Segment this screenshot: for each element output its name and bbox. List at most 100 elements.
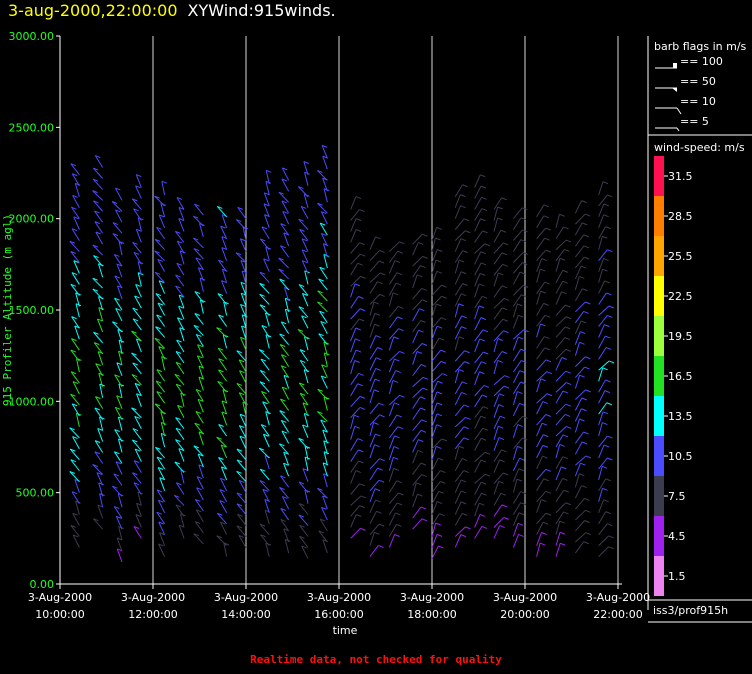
wind-barb xyxy=(574,245,585,258)
wind-barb-flag xyxy=(378,402,384,406)
wind-barb xyxy=(493,393,500,408)
wind-barb-flag xyxy=(302,260,308,264)
wind-barb-flag xyxy=(197,355,203,359)
wind-barb xyxy=(298,306,309,318)
wind-barb xyxy=(536,434,544,448)
colorbar-label: 19.5 xyxy=(668,330,693,343)
wind-barb-flag xyxy=(374,312,381,316)
wind-barb-flag xyxy=(378,544,384,548)
wind-barb-flag xyxy=(497,206,503,210)
wind-barb xyxy=(135,514,142,528)
wind-barb xyxy=(154,195,165,207)
wind-barb xyxy=(512,512,520,526)
wind-barb xyxy=(198,365,204,380)
wind-barb-flag xyxy=(542,444,548,448)
wind-barb-flag xyxy=(354,283,361,287)
wind-barb xyxy=(493,375,505,386)
wind-barb-flag xyxy=(115,307,121,311)
wind-barb-flag xyxy=(216,327,222,331)
wind-barb xyxy=(321,145,328,159)
wind-barb xyxy=(156,314,166,327)
wind-barb-flag xyxy=(520,239,527,243)
x-tick-time: 16:00:00 xyxy=(314,608,363,621)
wind-barb-flag xyxy=(193,237,199,241)
wind-barb-flag xyxy=(460,194,466,198)
wind-barb xyxy=(136,503,142,517)
wind-barb xyxy=(303,413,309,428)
wind-barb-flag xyxy=(480,415,486,419)
barb-legend-label: == 100 xyxy=(680,55,723,68)
barb-legend-flag xyxy=(673,63,677,68)
wind-barb-flag xyxy=(115,461,122,465)
wind-barb xyxy=(116,548,123,563)
wind-barb xyxy=(116,395,123,409)
wind-barb-flag xyxy=(260,238,266,242)
wind-barb xyxy=(154,271,165,283)
wind-barb xyxy=(298,514,309,526)
wind-barb xyxy=(75,358,80,373)
wind-barb xyxy=(454,501,462,515)
wind-barb-flag xyxy=(131,330,137,334)
wind-barb xyxy=(350,360,356,375)
wind-barb xyxy=(512,370,521,384)
wind-barb-flag xyxy=(92,288,98,292)
wind-barb xyxy=(131,407,142,419)
wind-barb-flag xyxy=(540,290,546,294)
wind-barb xyxy=(220,466,228,481)
wind-barb xyxy=(118,526,123,541)
wind-barb xyxy=(474,262,482,276)
wind-barb xyxy=(299,536,309,548)
wind-barb xyxy=(156,511,166,525)
wind-barb-flag xyxy=(373,389,380,393)
wind-barb xyxy=(280,519,290,532)
wind-barb xyxy=(598,411,604,426)
wind-barb xyxy=(133,482,142,495)
plot-header: 3-aug-2000,22:00:00 XYWind:915winds. xyxy=(8,1,336,20)
wind-barb xyxy=(412,482,417,497)
wind-barb xyxy=(92,277,103,289)
wind-barb xyxy=(493,437,500,451)
wind-barb xyxy=(157,302,166,316)
wind-barb xyxy=(236,459,247,472)
wind-barb xyxy=(198,464,204,479)
x-tick-time: 22:00:00 xyxy=(593,608,642,621)
wind-barb-flag xyxy=(516,478,523,482)
y-tick-label: 2000.00 xyxy=(9,213,55,226)
wind-barb xyxy=(454,458,463,471)
wind-barb xyxy=(536,315,546,327)
wind-barb xyxy=(598,269,604,283)
wind-barb xyxy=(598,422,603,437)
wind-barb-flag xyxy=(422,387,428,391)
wind-barb xyxy=(575,356,586,367)
wind-barb xyxy=(319,518,328,532)
wind-barb xyxy=(194,521,204,534)
wind-barb-flag xyxy=(73,260,80,264)
wind-barb-flag xyxy=(236,448,243,452)
wind-barb-flag xyxy=(583,431,589,435)
y-axis-title: 915 Profiler Altitude (m agl) xyxy=(1,214,14,406)
colorbar-label: 16.5 xyxy=(668,370,693,383)
wind-barb-flag xyxy=(317,487,323,491)
wind-barb-flag xyxy=(519,402,525,406)
wind-barb-flag xyxy=(131,374,138,377)
wind-barb xyxy=(71,206,80,219)
wind-barb-flag xyxy=(298,186,304,190)
wind-barb-flag xyxy=(261,226,268,230)
wind-barb-flag xyxy=(422,255,428,259)
wind-barb-flag xyxy=(502,263,508,267)
wind-barb xyxy=(95,231,104,245)
wind-barb xyxy=(536,532,542,546)
wind-barb xyxy=(265,542,270,557)
wind-barb-flag xyxy=(355,229,362,232)
wind-barb-flag xyxy=(216,535,222,539)
wind-barb xyxy=(574,320,582,334)
wind-barb-flag xyxy=(540,378,546,382)
wind-barb-flag xyxy=(239,392,245,396)
wind-barb xyxy=(493,206,499,221)
wind-barb-flag xyxy=(194,521,201,525)
wind-barb xyxy=(265,181,270,196)
wind-barb xyxy=(320,211,328,225)
wind-barb-flag xyxy=(195,257,202,261)
wind-barb-flag xyxy=(114,374,120,378)
